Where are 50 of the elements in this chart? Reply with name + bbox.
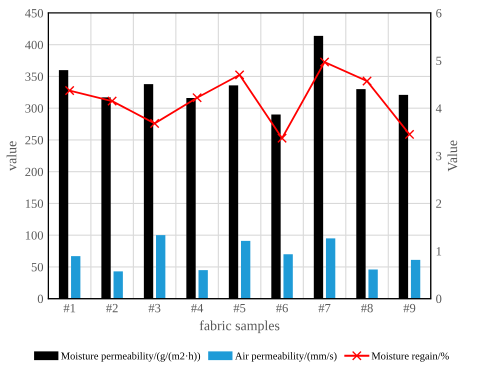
point bbox=[362, 76, 372, 86]
y2-tick-label: 3 bbox=[436, 152, 442, 160]
y-tick-label: 400 bbox=[25, 40, 44, 50]
point bbox=[64, 86, 75, 96]
legend-label: Moisture regain/% bbox=[372, 352, 449, 362]
point bbox=[234, 70, 244, 80]
bar bbox=[114, 271, 123, 299]
bar bbox=[283, 254, 293, 299]
point bbox=[107, 96, 117, 106]
legend-label: Air permeability/(mm/s) bbox=[235, 352, 337, 362]
y2-tick-label: 0 bbox=[436, 294, 442, 304]
y2-tick-label: 6 bbox=[436, 9, 442, 18]
x-tick-label: #4 bbox=[191, 304, 204, 312]
x-tick-label: #8 bbox=[361, 304, 373, 312]
point bbox=[404, 130, 414, 140]
point bbox=[150, 118, 160, 128]
x-tick-label: #9 bbox=[403, 304, 416, 312]
x-tick-label: #5 bbox=[234, 304, 246, 312]
y-axis-title: value bbox=[6, 141, 16, 171]
y2-axis-title: Value bbox=[447, 140, 458, 172]
y-tick-label: 0 bbox=[38, 294, 44, 304]
x-tick-label: #6 bbox=[276, 304, 288, 312]
y-tick-label: 250 bbox=[25, 136, 44, 144]
y2-tick-label: 5 bbox=[436, 56, 442, 66]
bar bbox=[326, 238, 336, 299]
bar bbox=[410, 260, 420, 299]
y2-tick-label: 4 bbox=[436, 104, 442, 113]
x-axis-title: fabric samples bbox=[200, 320, 280, 334]
bar bbox=[156, 235, 166, 299]
legend-label: Moisture permeability/(g/(m2·h)) bbox=[61, 352, 200, 362]
x-tick-label: #1 bbox=[64, 304, 76, 312]
y-tick-label: 300 bbox=[25, 104, 44, 113]
y2-tick-label: 1 bbox=[436, 247, 442, 256]
x-tick-label: #3 bbox=[148, 304, 160, 312]
point bbox=[192, 92, 202, 103]
y-tick-label: 350 bbox=[25, 72, 44, 81]
x-tick-label: #2 bbox=[106, 304, 118, 312]
point bbox=[277, 133, 287, 144]
bar bbox=[240, 240, 250, 299]
y-tick-label: 100 bbox=[26, 231, 44, 240]
y-tick-label: 200 bbox=[25, 168, 44, 176]
x-tick-label: #7 bbox=[318, 304, 330, 312]
y-tick-label: 150 bbox=[26, 199, 44, 208]
bar bbox=[368, 269, 378, 299]
y-tick-label: 50 bbox=[32, 262, 44, 272]
y2-tick-label: 2 bbox=[436, 199, 442, 208]
y-tick-label: 450 bbox=[25, 9, 44, 18]
bar bbox=[71, 256, 80, 299]
point bbox=[320, 57, 330, 67]
bar bbox=[198, 270, 208, 299]
